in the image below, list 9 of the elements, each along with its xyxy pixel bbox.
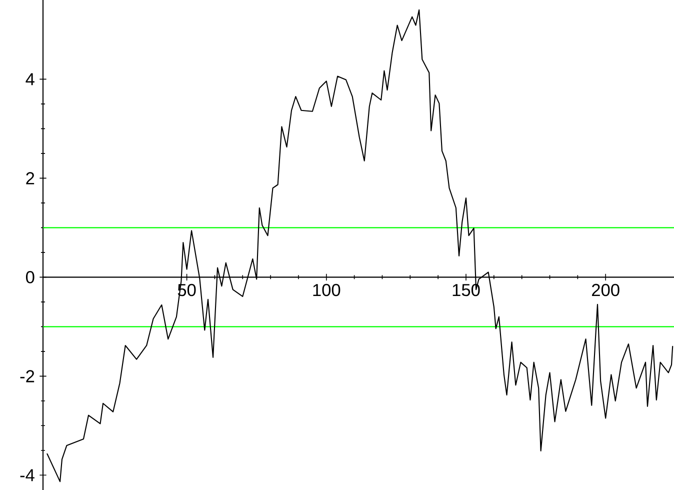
y-tick-label: -2 (20, 370, 34, 382)
y-tick-label: 2 (26, 172, 34, 184)
line-series (46, 9, 674, 482)
y-tick-label: -4 (20, 469, 34, 482)
x-tick-label: 100 (313, 284, 340, 296)
x-tick-label: 200 (592, 284, 620, 296)
x-tick-label: 150 (452, 284, 480, 296)
y-tick-label: 4 (26, 73, 34, 86)
y-tick-label: 0 (26, 271, 34, 284)
